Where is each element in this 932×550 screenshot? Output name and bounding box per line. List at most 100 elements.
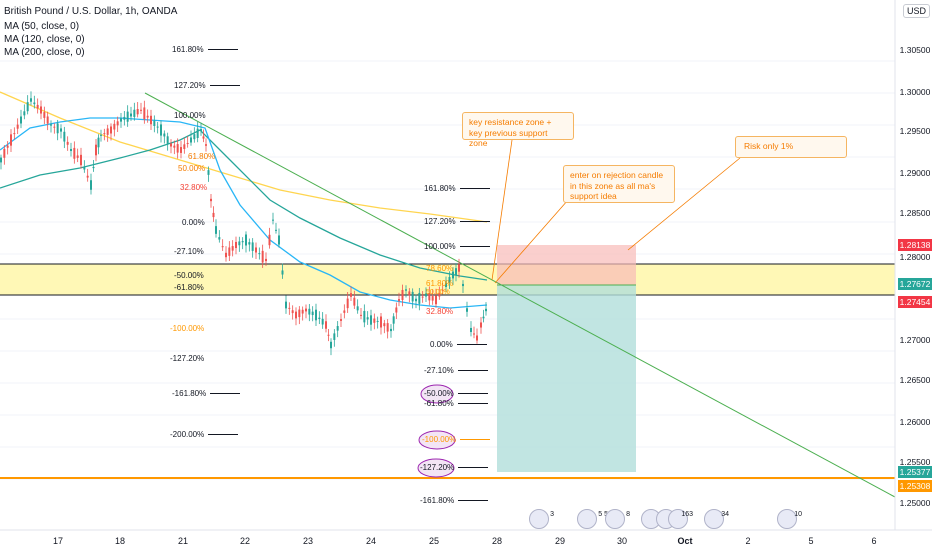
candle-body: [241, 241, 244, 243]
candle-body: [126, 111, 129, 122]
candle-body: [311, 311, 314, 316]
candle-body: [462, 283, 464, 287]
fib-right-label: 78.60%: [426, 264, 454, 273]
price-badge-target: 1.25377: [898, 466, 932, 478]
candle-body: [308, 308, 311, 315]
fib-right-label: -100.00%: [422, 435, 491, 444]
event-flag-icon[interactable]: 5 5: [577, 509, 608, 529]
candle-body: [113, 123, 116, 130]
symbol-title[interactable]: British Pound / U.S. Dollar, 1h, OANDA: [4, 6, 178, 17]
candle-body: [0, 157, 2, 163]
candle-body: [318, 317, 321, 319]
candle-body: [231, 246, 234, 251]
note-entry[interactable]: enter on rejection candle in this zone a…: [563, 165, 675, 203]
candle-body: [376, 320, 379, 322]
price-tick: 1.25500: [899, 457, 931, 467]
candle-body: [392, 316, 395, 324]
candle-body: [265, 258, 267, 262]
candle-body: [196, 128, 199, 138]
price-tick: 1.28500: [899, 208, 931, 218]
candle-body: [10, 134, 12, 146]
candle-body: [438, 293, 441, 297]
candle-body: [228, 247, 231, 256]
candle-body: [133, 109, 136, 117]
candle-body: [43, 112, 46, 118]
candle-body: [3, 148, 6, 158]
candle-body: [92, 166, 95, 169]
candle-body: [441, 289, 444, 291]
ma-120-line[interactable]: [0, 129, 488, 281]
candle-body: [97, 137, 100, 148]
time-tick: Oct: [677, 536, 693, 546]
price-tick: 1.25000: [899, 498, 931, 508]
candle-body: [163, 133, 166, 137]
annotation-arrows: [491, 139, 741, 284]
price-badge-entry: 1.27672: [898, 278, 932, 290]
candle-body: [103, 133, 106, 135]
fib-right-label: -27.10%: [424, 366, 488, 375]
candle-body: [255, 247, 257, 253]
candle-body: [36, 104, 39, 109]
fib-left-label: 161.80%: [172, 45, 238, 54]
candle-body: [343, 310, 346, 313]
time-tick: 29: [554, 536, 566, 546]
fib-left-label: -200.00%: [170, 430, 239, 439]
time-tick: 25: [428, 536, 440, 546]
currency-button[interactable]: USD: [903, 4, 931, 18]
candle-body: [470, 327, 472, 333]
candle-body: [245, 234, 247, 246]
fib-right-label: -61.80%: [424, 399, 488, 408]
event-flag-icon[interactable]: 163: [668, 509, 693, 529]
fib-left-label: 61.80%: [188, 152, 216, 161]
candle-body: [166, 136, 169, 144]
candle-body: [23, 111, 26, 116]
indicator-ma-50[interactable]: MA (50, close, 0): [4, 21, 80, 32]
candle-body: [46, 116, 49, 124]
candle-body: [218, 237, 221, 240]
price-tick: 1.30000: [899, 87, 931, 97]
candle-body: [183, 144, 186, 150]
candle-body: [66, 141, 69, 145]
candle-body: [120, 118, 122, 122]
candle-body: [445, 283, 447, 287]
note-risk[interactable]: Risk only 1%: [735, 136, 847, 158]
candle-body: [26, 102, 29, 112]
candle-body: [431, 296, 434, 301]
candle-body: [390, 328, 392, 332]
candle-body: [238, 241, 241, 246]
fib-right-label: -127.20%: [420, 463, 489, 472]
stop-loss-area[interactable]: [497, 245, 636, 285]
fib-left-label: 32.80%: [180, 183, 208, 192]
event-flag-icon[interactable]: 10: [777, 509, 802, 529]
candle-body: [360, 314, 362, 316]
candles[interactable]: [0, 91, 487, 356]
note-resistance[interactable]: key resistance zone + key previous suppo…: [462, 112, 574, 148]
resistance-zone[interactable]: [0, 264, 895, 295]
event-flag-icon[interactable]: 34: [704, 509, 729, 529]
event-flag-icon[interactable]: 3: [529, 509, 554, 529]
price-tick: 1.29500: [899, 126, 931, 136]
price-badge-stop: 1.28138: [898, 239, 932, 251]
candle-body: [482, 316, 485, 319]
ma-200-line[interactable]: [0, 91, 488, 223]
indicator-ma-200[interactable]: MA (200, close, 0): [4, 47, 85, 58]
ma-50-line[interactable]: [0, 117, 488, 309]
time-tick: 5: [808, 536, 814, 546]
indicator-ma-120[interactable]: MA (120, close, 0): [4, 34, 85, 45]
price-tick: 1.26000: [899, 417, 931, 427]
fib-right-label: 127.20%: [424, 217, 490, 226]
candle-body: [200, 129, 202, 131]
fib-right-label: -161.80%: [420, 496, 489, 505]
event-flag-icon[interactable]: 8: [605, 509, 630, 529]
take-profit-area[interactable]: [497, 285, 636, 472]
trendline[interactable]: [144, 92, 896, 498]
candle-body: [180, 147, 182, 153]
fib-right-label: -50.00%: [424, 389, 488, 398]
candle-body: [298, 309, 301, 318]
candle-body: [123, 116, 126, 120]
candle-body: [330, 341, 332, 349]
candle-body: [418, 292, 421, 304]
fib-right-label: 0.00%: [430, 340, 487, 349]
candle-body: [160, 124, 162, 136]
